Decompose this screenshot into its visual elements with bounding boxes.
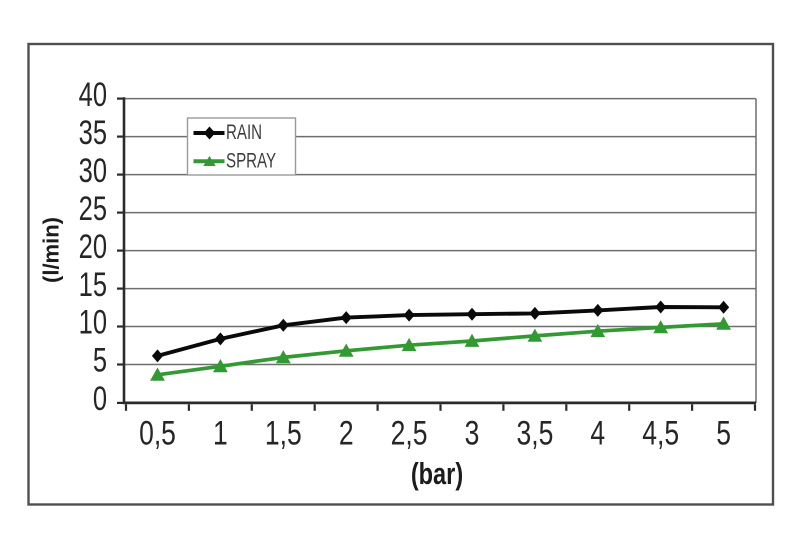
svg-text:2,5: 2,5 bbox=[391, 414, 428, 452]
svg-text:(bar): (bar) bbox=[411, 456, 463, 491]
svg-text:25: 25 bbox=[79, 190, 107, 227]
svg-text:0,5: 0,5 bbox=[139, 414, 176, 452]
svg-text:35: 35 bbox=[79, 114, 107, 151]
svg-text:RAIN: RAIN bbox=[226, 119, 262, 143]
svg-text:5: 5 bbox=[93, 342, 107, 379]
svg-text:5: 5 bbox=[716, 414, 731, 452]
svg-text:20: 20 bbox=[79, 228, 107, 265]
svg-text:30: 30 bbox=[79, 152, 107, 189]
svg-text:2: 2 bbox=[339, 414, 354, 452]
svg-text:15: 15 bbox=[79, 266, 107, 303]
svg-text:4,5: 4,5 bbox=[642, 414, 679, 452]
svg-text:10: 10 bbox=[79, 304, 107, 341]
svg-text:4: 4 bbox=[590, 414, 605, 452]
svg-text:40: 40 bbox=[79, 76, 107, 113]
svg-text:3: 3 bbox=[465, 414, 480, 452]
svg-text:1,5: 1,5 bbox=[265, 414, 302, 452]
svg-text:0: 0 bbox=[93, 381, 107, 418]
svg-text:1: 1 bbox=[213, 414, 228, 452]
svg-text:(l/min): (l/min) bbox=[39, 217, 64, 283]
svg-text:3,5: 3,5 bbox=[516, 414, 553, 452]
svg-text:SPRAY: SPRAY bbox=[226, 148, 276, 172]
